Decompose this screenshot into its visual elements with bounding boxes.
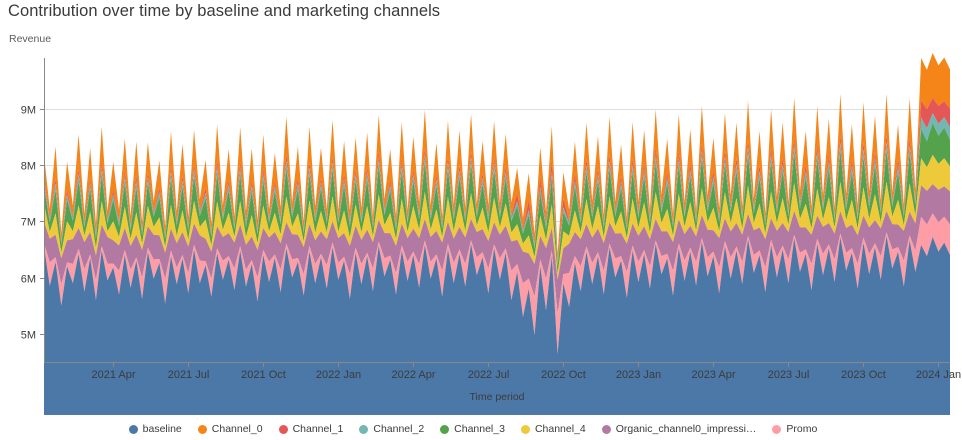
axis-group bbox=[40, 58, 950, 367]
legend-item-promo[interactable]: Promo bbox=[772, 423, 817, 435]
legend-item-baseline[interactable]: baseline bbox=[128, 423, 182, 435]
y-axis-tick-label: 7M bbox=[21, 217, 36, 229]
y-axis-tick-label: 5M bbox=[21, 330, 36, 342]
legend-item-channel-0[interactable]: Channel_0 bbox=[197, 423, 263, 435]
x-axis-tick-label: 2022 Apr bbox=[391, 369, 435, 381]
chart-subtitle: Revenue bbox=[9, 33, 52, 45]
area-series bbox=[44, 235, 950, 415]
area-series bbox=[44, 123, 950, 275]
area-series bbox=[44, 154, 950, 280]
circle-swatch-icon bbox=[278, 424, 288, 434]
x-axis-tick-label: 2024 Jan bbox=[916, 369, 961, 381]
area-series bbox=[44, 113, 950, 267]
x-axis-tick-label: 2022 Jan bbox=[316, 369, 361, 381]
legend-item-channel-1[interactable]: Channel_1 bbox=[278, 423, 344, 435]
area-series-group bbox=[44, 52, 950, 415]
area-series bbox=[44, 52, 950, 263]
circle-swatch-icon bbox=[772, 424, 782, 434]
legend-item-label: Promo bbox=[786, 423, 818, 435]
x-axis-tick-label: 2021 Oct bbox=[241, 369, 286, 381]
x-axis-tick-label: 2021 Jul bbox=[168, 369, 210, 381]
legend-item-label: Organic_channel0_impressi… bbox=[615, 423, 757, 435]
legend-item-label: baseline bbox=[142, 423, 182, 435]
legend-item-organic-channel0-impressi[interactable]: Organic_channel0_impressi… bbox=[601, 423, 757, 435]
x-axis-tick-label: 2023 Apr bbox=[691, 369, 735, 381]
legend-item-label: Channel_3 bbox=[454, 423, 505, 435]
x-axis-tick-label: 2022 Jul bbox=[468, 369, 510, 381]
area-series bbox=[44, 184, 950, 314]
legend-item-label: Channel_4 bbox=[534, 423, 586, 435]
legend-item-label: Channel_1 bbox=[292, 423, 344, 435]
circle-swatch-icon bbox=[520, 424, 530, 434]
circle-swatch-icon bbox=[359, 424, 369, 434]
chart-title: Contribution over time by baseline and m… bbox=[8, 2, 441, 20]
x-axis-tick-label: 2021 Apr bbox=[91, 369, 135, 381]
x-axis-tick-label: 2023 Jan bbox=[616, 369, 661, 381]
area-series bbox=[44, 97, 950, 265]
legend-item-label: Channel_2 bbox=[373, 423, 425, 435]
legend-item-channel-3[interactable]: Channel_3 bbox=[440, 423, 505, 435]
x-axis-tick-label: 2023 Jul bbox=[768, 369, 810, 381]
axis-labels-group: 5M 6M 7M 8M 9M 2021 Apr 2021 Jul 2021 Oct 2022 J… bbox=[21, 105, 961, 404]
chart-legend: baseline Channel_0 Channel_1 Channel_2 Chann… bbox=[0, 418, 962, 440]
circle-swatch-icon bbox=[197, 424, 207, 434]
stacked-area-plot: 5M 6M 7M 8M 9M 2021 Apr 2021 Jul 2021 Oct 2022 J… bbox=[21, 52, 961, 415]
legend-item-label: Channel_0 bbox=[211, 423, 263, 435]
area-series bbox=[44, 213, 950, 355]
y-axis-tick-label: 6M bbox=[21, 274, 36, 286]
legend-item-channel-2[interactable]: Channel_2 bbox=[359, 423, 424, 435]
x-axis-title: Time period bbox=[469, 391, 524, 403]
y-axis-tick-label: 8M bbox=[21, 161, 36, 173]
y-axis-tick-label: 9M bbox=[21, 105, 36, 117]
circle-swatch-icon bbox=[440, 424, 450, 434]
x-axis-tick-label: 2023 Oct bbox=[841, 369, 886, 381]
x-axis-tick-label: 2022 Oct bbox=[541, 369, 586, 381]
circle-swatch-icon bbox=[128, 424, 138, 434]
legend-item-channel-4[interactable]: Channel_4 bbox=[520, 423, 586, 435]
circle-swatch-icon bbox=[601, 424, 611, 434]
